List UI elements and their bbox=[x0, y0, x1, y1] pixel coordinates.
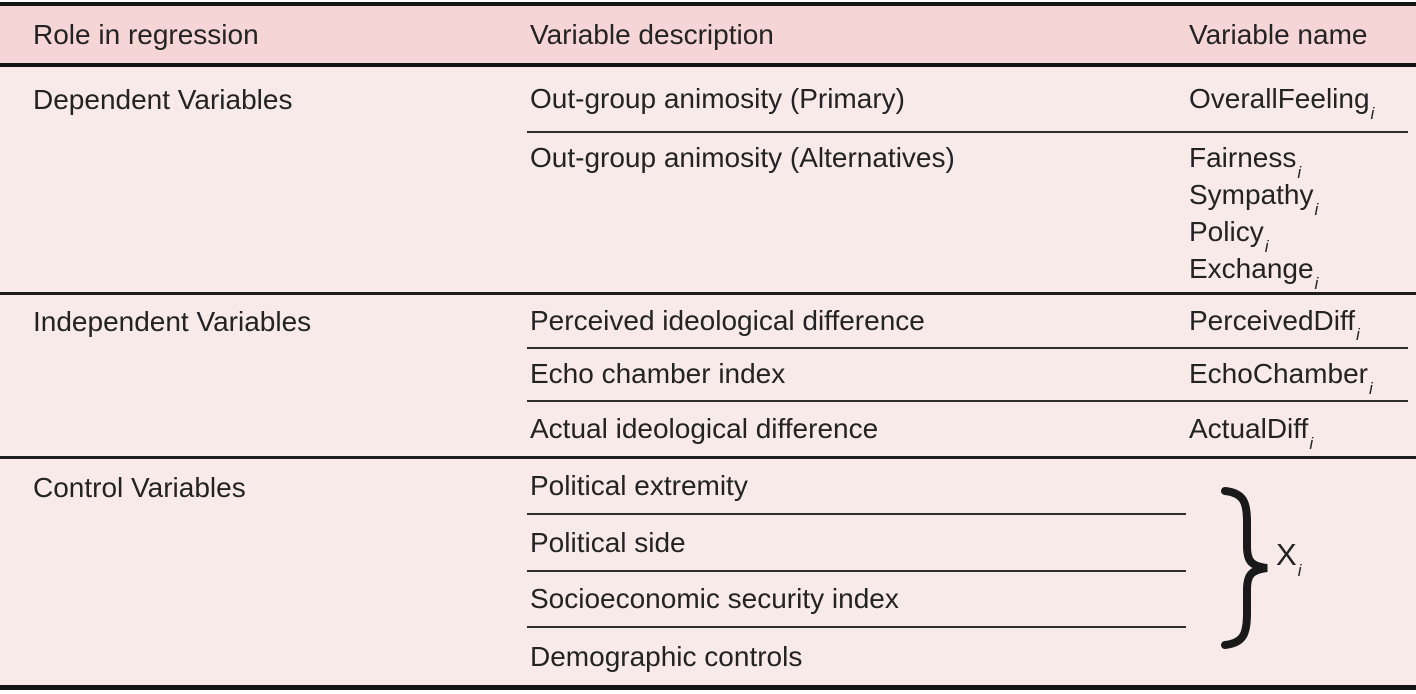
group-variable-name: Xi bbox=[1276, 536, 1302, 581]
table-header-row: Role in regression Variable description … bbox=[0, 6, 1416, 63]
table-row: Political extremity bbox=[527, 459, 1408, 516]
role-label-cell: Independent Variables bbox=[0, 295, 527, 456]
column-header-role: Role in regression bbox=[33, 18, 259, 50]
role-label-cell: Dependent Variables bbox=[0, 67, 527, 292]
variable-name-text: Fairnessi bbox=[1189, 142, 1302, 182]
table-top-border bbox=[0, 2, 1416, 6]
subscript-i: i bbox=[1309, 433, 1314, 453]
variable-description: Political extremity bbox=[527, 459, 1186, 516]
variable-description: Out-group animosity (Alternatives) bbox=[530, 142, 955, 173]
variable-name: EchoChamberi bbox=[1186, 349, 1408, 401]
table-row: Socioeconomic security index bbox=[527, 572, 1408, 629]
header-bottom-border bbox=[0, 63, 1416, 67]
table-row: Actual ideological difference ActualDiff… bbox=[527, 402, 1408, 456]
variable-name-list: Fairnessi Sympathyi Policyi Exchangei bbox=[1186, 133, 1408, 292]
subscript-i: i bbox=[1297, 561, 1302, 581]
section-independent-variables: Independent Variables Perceived ideologi… bbox=[0, 295, 1416, 456]
variable-name-text: EchoChamberi bbox=[1189, 358, 1373, 399]
section-rows: Out-group animosity (Primary) OverallFee… bbox=[527, 67, 1408, 292]
table-row: Political side bbox=[527, 515, 1408, 572]
variable-name-text: Sympathyi bbox=[1189, 179, 1319, 219]
table-row: Echo chamber index EchoChamberi bbox=[527, 349, 1408, 403]
subscript-i: i bbox=[1356, 325, 1360, 345]
table-body: Dependent Variables Out-group animosity … bbox=[0, 67, 1416, 685]
section-rows: Political extremity Political side Socio… bbox=[527, 459, 1408, 685]
subscript-i: i bbox=[1264, 236, 1269, 256]
subscript-i: i bbox=[1370, 103, 1375, 123]
role-label: Control Variables bbox=[33, 471, 246, 503]
variable-description: Political side bbox=[527, 515, 1186, 572]
subscript-i: i bbox=[1314, 199, 1319, 219]
variable-description: Echo chamber index bbox=[530, 358, 786, 390]
subscript-i: i bbox=[1314, 273, 1319, 293]
column-header-name: Variable name bbox=[1189, 18, 1368, 50]
section-divider bbox=[0, 292, 1416, 295]
role-label: Independent Variables bbox=[33, 306, 312, 337]
role-label-cell: Control Variables bbox=[0, 459, 527, 685]
variable-name-text: Exchangei bbox=[1189, 253, 1319, 293]
variable-description: Actual ideological difference bbox=[530, 413, 879, 445]
variable-description: Perceived ideological difference bbox=[530, 304, 925, 336]
section-dependent-variables: Dependent Variables Out-group animosity … bbox=[0, 67, 1416, 292]
variable-name: ActualDiffi bbox=[1186, 402, 1408, 456]
variable-name: OverallFeelingi bbox=[1186, 67, 1408, 131]
variable-name-text: ActualDiffi bbox=[1189, 413, 1314, 453]
variable-name-text: OverallFeelingi bbox=[1189, 83, 1375, 123]
table-row: Out-group animosity (Primary) OverallFee… bbox=[527, 67, 1408, 133]
subscript-i: i bbox=[1368, 379, 1373, 399]
variable-name-lines: Fairnessi Sympathyi Policyi Exchangei bbox=[1189, 139, 1319, 293]
variable-description: Out-group animosity (Primary) bbox=[530, 83, 905, 114]
table-row: Demographic controls bbox=[527, 628, 1408, 685]
variable-name-text: PerceivedDiffi bbox=[1189, 304, 1360, 345]
table-bottom-border bbox=[0, 684, 1416, 690]
section-control-variables: Control Variables Political extremity Po… bbox=[0, 459, 1416, 685]
variable-description: Demographic controls bbox=[530, 640, 803, 672]
variable-name-text: Policyi bbox=[1189, 216, 1269, 256]
section-divider bbox=[0, 455, 1416, 459]
grouping-brace-icon bbox=[1217, 486, 1271, 650]
subscript-i: i bbox=[1297, 162, 1302, 182]
column-header-description: Variable description bbox=[530, 18, 774, 50]
role-label: Dependent Variables bbox=[33, 84, 293, 115]
table-row: Out-group animosity (Alternatives) Fairn… bbox=[527, 133, 1408, 292]
section-rows: Perceived ideological difference Perceiv… bbox=[527, 295, 1408, 456]
variable-name: PerceivedDiffi bbox=[1186, 295, 1408, 347]
table-row: Perceived ideological difference Perceiv… bbox=[527, 295, 1408, 349]
variable-description: Socioeconomic security index bbox=[527, 572, 1186, 629]
